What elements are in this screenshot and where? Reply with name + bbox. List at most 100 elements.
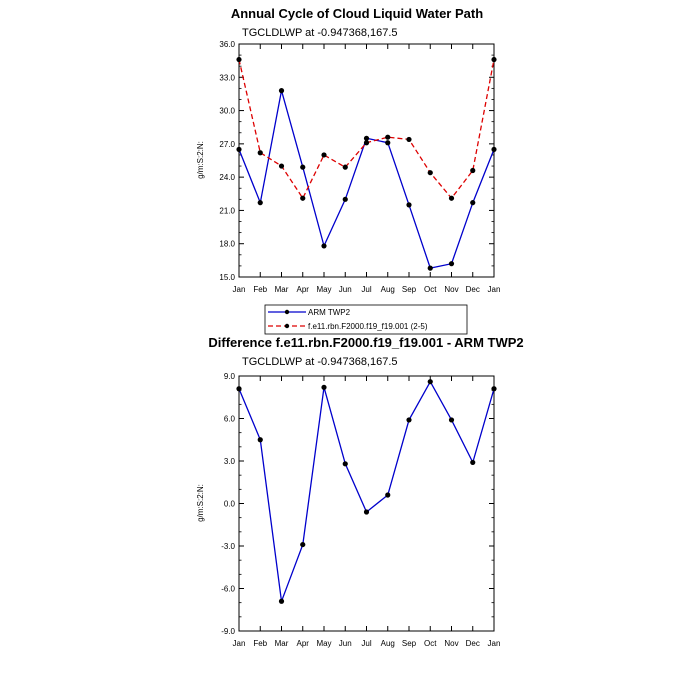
- chart2-series-1-point: [342, 461, 348, 467]
- chart2-xtick-label: Mar: [275, 639, 289, 648]
- chart1-ytick-label: 21.0: [219, 206, 235, 215]
- chart2-series-1-point: [470, 459, 476, 466]
- chart1-ytick-label: 33.0: [219, 73, 235, 82]
- chart1-series-2-point: [236, 56, 242, 63]
- chart1-legend: ARM TWP2 f.e11.rbn.F2000.f19_f19.001 (2-…: [264, 304, 468, 335]
- chart1-xtick-label: May: [316, 285, 331, 294]
- chart1-series-1-point: [236, 146, 242, 153]
- chart2-xtick-label: Aug: [381, 639, 395, 648]
- chart1-series-1-point: [470, 200, 476, 206]
- chart2-xtick-label: Jul: [361, 639, 371, 648]
- chart2-ytick-label: 3.0: [224, 457, 236, 466]
- chart1-ytick-label: 24.0: [219, 173, 235, 182]
- chart1-xtick-label: Dec: [466, 285, 480, 294]
- chart2-series-1-point: [236, 386, 242, 392]
- chart1-series-2-point: [342, 164, 348, 170]
- chart1-xtick-label: Jul: [361, 285, 371, 294]
- chart2-series-1-point: [427, 379, 433, 385]
- chart1-series-1-point: [427, 265, 433, 271]
- chart1-series-2-point: [448, 195, 455, 201]
- chart1-ytick-label: 30.0: [219, 107, 235, 116]
- chart2-xtick-label: Oct: [424, 639, 437, 648]
- chart2-series-1-point: [257, 437, 263, 443]
- chart1-series-1-point: [363, 135, 370, 141]
- chart1-series-2-point: [257, 150, 263, 156]
- chart2-xtick-label: Dec: [466, 639, 480, 648]
- chart1-ytick-label: 15.0: [219, 273, 235, 282]
- chart1-xtick-label: Feb: [253, 285, 267, 294]
- chart1-series-2-point: [491, 56, 497, 63]
- chart2-title: Difference f.e11.rbn.F2000.f19_f19.001 -…: [208, 335, 523, 350]
- chart2-frame: [238, 375, 495, 632]
- chart1-series-1-point: [300, 164, 306, 170]
- chart1-series-1-point: [448, 261, 455, 267]
- chart1-series-2-point: [321, 152, 327, 158]
- legend-marker-series-1: [284, 309, 290, 315]
- chart2-series-1-point: [448, 417, 455, 423]
- legend-label-series-2: f.e11.rbn.F2000.f19_f19.001 (2-5): [308, 322, 428, 331]
- chart1-series-2-point: [427, 170, 433, 176]
- chart2-ytick-label: 9.0: [224, 372, 236, 381]
- chart2-xtick-label: Feb: [253, 639, 267, 648]
- chart1-series-1-point: [278, 88, 285, 94]
- chart1-xtick-label: Mar: [275, 285, 289, 294]
- chart2-xtick-label: Jan: [488, 639, 501, 648]
- chart1-xtick-label: Apr: [297, 285, 310, 294]
- chart2-xtick-label: May: [316, 639, 331, 648]
- chart2-series-1-point: [300, 541, 306, 548]
- chart2-series-1-point: [385, 492, 391, 498]
- chart1-series-1-point: [342, 196, 348, 202]
- chart1-frame: [238, 43, 495, 278]
- chart1-xtick-label: Nov: [444, 285, 458, 294]
- chart1-subtitle: TGCLDLWP at -0.947368,167.5: [242, 27, 398, 39]
- chart2-xtick-label: Jun: [339, 639, 352, 648]
- chart1-xtick-label: Aug: [381, 285, 395, 294]
- chart1-ytick-label: 27.0: [219, 140, 235, 149]
- chart1-series-1-point: [406, 202, 412, 208]
- legend-box: [264, 304, 468, 335]
- chart2-ytick-label: 6.0: [224, 415, 236, 424]
- chart2-series-1-point: [321, 384, 327, 390]
- chart2-xtick-label: Nov: [444, 639, 458, 648]
- chart2-xtick-label: Sep: [402, 639, 417, 648]
- chart1-series-1-point: [321, 243, 327, 249]
- chart1-series-2-point: [300, 195, 306, 201]
- chart2-series-1-line: [238, 380, 495, 602]
- chart2-ytick-label: 0.0: [224, 500, 236, 509]
- chart1-ylabel: g/m:S:2:N:: [196, 141, 205, 179]
- chart2-series-1-point: [363, 509, 370, 515]
- chart2-series-1-point: [491, 386, 497, 392]
- chart2-xtick-label: Apr: [297, 639, 310, 648]
- chart1-series-1-line: [238, 90, 495, 269]
- chart2-subtitle: TGCLDLWP at -0.947368,167.5: [242, 356, 398, 368]
- chart1-series-2-point: [278, 163, 285, 169]
- chart1-series-2-point: [406, 136, 412, 143]
- chart1-xtick-label: Oct: [424, 285, 437, 294]
- chart2-plot: -9.0 -6.0 -3.0 0.0 3.0 6.0 9.0 Jan Feb Mar Apr May J…: [221, 372, 500, 648]
- chart1-series-1-point: [491, 146, 497, 153]
- chart1-series-2-point: [385, 134, 391, 140]
- chart1-series-2-point: [363, 140, 370, 146]
- chart1-ytick-label: 36.0: [219, 40, 235, 49]
- chart2-ytick-label: -3.0: [221, 542, 235, 551]
- chart2-ylabel: g/m:S:2:N:: [196, 484, 205, 522]
- chart1-xtick-label: Jan: [233, 285, 246, 294]
- chart1-xtick-label: Jun: [339, 285, 352, 294]
- legend-marker-series-2: [284, 323, 290, 329]
- chart2-series-1-point: [406, 417, 412, 423]
- chart1-ytick-label: 18.0: [219, 240, 235, 249]
- chart1-series-2-line: [238, 59, 495, 200]
- chart1-title: Annual Cycle of Cloud Liquid Water Path: [231, 6, 483, 21]
- chart1-plot: 15.0 18.0 21.0 24.0 27.0 30.0 33.0 36.0 Jan Feb Ma…: [219, 40, 500, 294]
- legend-label-series-1: ARM TWP2: [308, 308, 351, 317]
- chart2-series-1-point: [278, 598, 285, 604]
- chart1-xtick-label: Jan: [488, 285, 501, 294]
- chart1-series-2-point: [470, 167, 476, 174]
- chart2-ytick-label: -9.0: [221, 627, 235, 636]
- chart1-series-1-point: [257, 200, 263, 206]
- chart1-series-1-point: [385, 140, 391, 146]
- chart2-ytick-label: -6.0: [221, 585, 235, 594]
- chart1-xtick-label: Sep: [402, 285, 417, 294]
- chart2-xtick-label: Jan: [233, 639, 246, 648]
